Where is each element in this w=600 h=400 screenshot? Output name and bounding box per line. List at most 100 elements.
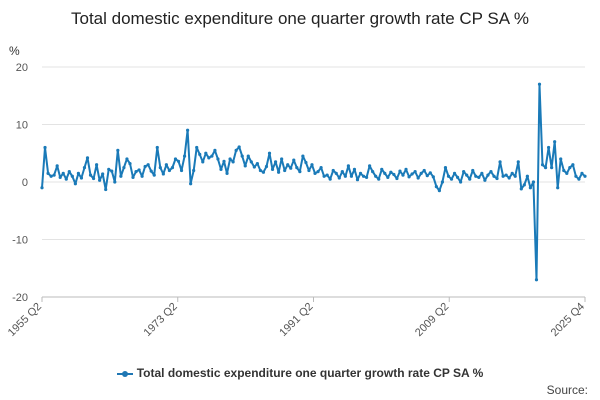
data-point [240, 154, 244, 158]
data-point [222, 159, 226, 163]
data-point [195, 145, 199, 150]
data-point [504, 173, 508, 177]
data-point [480, 171, 484, 175]
data-point [43, 145, 47, 150]
data-point [273, 160, 278, 164]
data-point [64, 177, 68, 181]
data-point [465, 173, 469, 177]
data-point [459, 180, 463, 184]
data-point [577, 177, 581, 181]
data-point [410, 172, 414, 176]
data-point [264, 164, 269, 169]
data-point [325, 173, 329, 177]
data-point [76, 171, 81, 175]
data-point [531, 180, 536, 184]
data-point [101, 172, 105, 176]
data-point [189, 182, 193, 186]
data-point [364, 175, 369, 179]
data-point [422, 168, 426, 173]
data-point [419, 171, 423, 175]
data-point [368, 164, 372, 168]
data-point [277, 170, 281, 174]
data-point [301, 154, 305, 158]
data-point [498, 160, 502, 164]
data-point [286, 163, 290, 167]
data-point [534, 278, 539, 282]
data-point [562, 168, 566, 173]
source-label: Source: [546, 383, 588, 397]
data-point [167, 168, 172, 173]
legend[interactable]: Total domestic expenditure one quarter g… [0, 366, 600, 380]
data-point [304, 160, 308, 165]
data-point [98, 178, 102, 182]
data-point [383, 171, 387, 175]
data-point [568, 166, 572, 170]
data-point [52, 173, 56, 177]
x-tick-label: 1973 Q2 [142, 301, 180, 339]
data-point [267, 151, 272, 155]
data-point [252, 165, 256, 169]
data-point [440, 180, 445, 184]
data-point [389, 170, 393, 174]
data-point [231, 160, 235, 164]
data-point [471, 168, 475, 173]
data-point [349, 174, 354, 178]
data-point [310, 163, 314, 167]
data-point [46, 171, 50, 175]
data-point [513, 174, 517, 178]
data-point [507, 176, 511, 180]
data-point [331, 168, 335, 173]
data-point [395, 176, 399, 181]
data-point [495, 176, 499, 181]
data-point [537, 82, 542, 86]
data-point [298, 170, 302, 174]
data-point [146, 163, 150, 167]
data-point [407, 175, 411, 179]
data-point [468, 177, 472, 181]
data-point [380, 167, 384, 171]
data-point [443, 166, 448, 170]
data-point [134, 170, 138, 174]
data-point [67, 170, 71, 174]
data-point [255, 162, 259, 166]
data-point [216, 157, 220, 161]
data-point [140, 174, 144, 178]
data-point [201, 160, 205, 164]
data-point [550, 166, 554, 170]
data-point [449, 177, 454, 181]
data-point [319, 166, 323, 170]
data-point [492, 174, 496, 178]
data-point [334, 171, 338, 175]
data-point [104, 187, 108, 192]
data-point [431, 175, 435, 179]
data-point [486, 173, 490, 177]
data-point [374, 174, 378, 178]
data-point [82, 166, 87, 170]
data-point [371, 170, 375, 174]
data-point [258, 168, 263, 173]
data-point [571, 163, 575, 167]
data-point [355, 178, 360, 182]
data-point [416, 176, 420, 180]
data-point [79, 176, 84, 180]
y-tick-label: 10 [16, 120, 28, 132]
data-point [392, 172, 396, 177]
data-point [110, 169, 114, 173]
data-point [261, 170, 266, 174]
data-point [580, 171, 584, 175]
data-point [228, 157, 232, 161]
y-tick-label: -20 [12, 292, 28, 304]
data-point [289, 166, 293, 170]
x-tick-label: 2009 Q2 [413, 301, 451, 339]
data-point [243, 164, 247, 168]
data-point [158, 166, 162, 170]
data-point [565, 171, 569, 175]
data-point [186, 128, 190, 132]
data-point [386, 175, 390, 179]
data-point [477, 175, 481, 179]
data-point [474, 174, 478, 178]
data-point [413, 170, 417, 174]
data-point [155, 145, 159, 150]
